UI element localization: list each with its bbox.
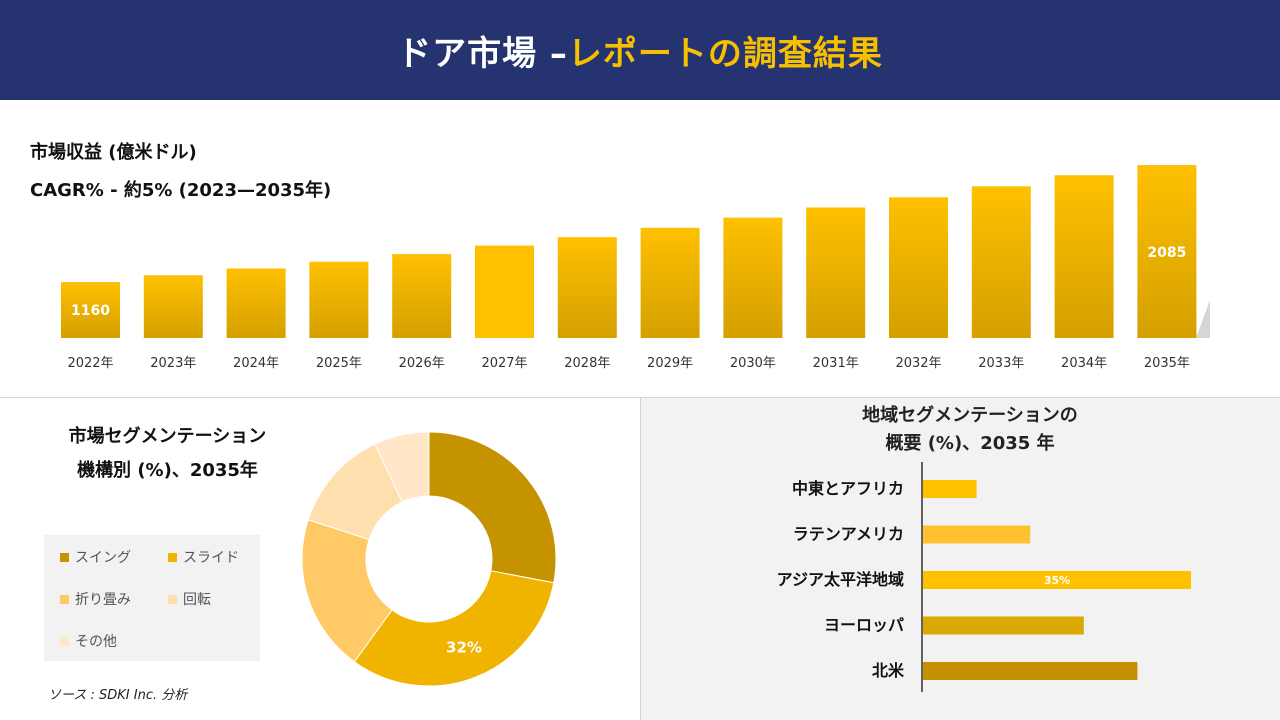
region-label: ヨーロッパ — [824, 616, 904, 635]
region-label: 北米 — [872, 661, 905, 680]
segment-title-line1: 市場セグメンテーション — [68, 426, 267, 447]
segment-title: 市場セグメンテーション 機構別 (%)、2035年 — [40, 420, 295, 488]
revenue-x-tick: 2033年 — [978, 356, 1024, 371]
segment-title-line2: 機構別 (%)、2035年 — [77, 460, 258, 481]
revenue-bar — [392, 254, 452, 338]
revenue-bar — [723, 217, 783, 338]
region-bar — [923, 616, 1084, 635]
revenue-bar — [1054, 175, 1114, 338]
revenue-cagr: CAGR% - 約5% (2023—2035年) — [30, 180, 332, 201]
legend-label: 折り畳み — [75, 592, 131, 608]
page-title-part1: ドア市場 – — [397, 33, 568, 74]
region-title: 地域セグメンテーションの 概要 (%)、2035 年 — [800, 402, 1140, 458]
region-title-line1: 地域セグメンテーションの — [862, 405, 1078, 426]
revenue-bar — [971, 186, 1031, 338]
legend-swatch — [60, 552, 69, 562]
legend-swatch — [168, 594, 177, 604]
revenue-bar-chart: 1160 2085 2022年 2023年 2024年 2025年 2026年 2027年 2… — [60, 165, 1210, 371]
donut-slice — [428, 431, 557, 584]
revenue-x-tick: 2031年 — [813, 356, 859, 371]
revenue-bar — [806, 207, 866, 338]
legend-swatch — [60, 636, 69, 646]
legend-label: スイング — [75, 550, 131, 566]
revenue-x-tick: 2023年 — [150, 356, 196, 371]
donut-slice — [374, 431, 430, 503]
revenue-x-tick: 2025年 — [316, 356, 362, 371]
revenue-x-tick: 2030年 — [730, 356, 776, 371]
donut-slice — [301, 519, 393, 663]
revenue-bar — [226, 268, 286, 338]
legend-swatch — [60, 594, 69, 604]
revenue-x-tick: 2035年 — [1144, 356, 1190, 371]
legend-item: 折り畳み — [60, 589, 131, 609]
region-label: アジア太平洋地域 — [777, 570, 904, 589]
revenue-bar — [889, 197, 948, 338]
legend-label: その他 — [75, 634, 117, 650]
donut-slice — [353, 570, 555, 687]
region-bar — [923, 571, 1191, 589]
region-bar — [923, 480, 977, 498]
revenue-x-tick: 2029年 — [647, 356, 693, 371]
legend-label: スライド — [183, 550, 239, 566]
revenue-bar — [475, 245, 534, 338]
revenue-x-tick: 2024年 — [233, 356, 279, 371]
revenue-x-tick: 2032年 — [895, 356, 941, 371]
region-data-label: 35% — [1044, 574, 1070, 587]
legend-item: スライド — [168, 547, 239, 567]
revenue-data-label: 1160 — [71, 303, 110, 319]
revenue-x-tick: 2026年 — [399, 356, 445, 371]
revenue-x-tick: 2028年 — [564, 356, 610, 371]
revenue-bar — [1137, 165, 1197, 338]
legend-item: 回転 — [168, 589, 211, 609]
region-label: ラテンアメリカ — [793, 525, 904, 544]
region-bar — [923, 662, 1138, 680]
region-bar — [923, 525, 1031, 544]
page-title-part2: レポートの調査結果 — [567, 33, 883, 74]
section-divider-horizontal — [0, 397, 1280, 398]
legend-label: 回転 — [183, 592, 211, 608]
revenue-title: 市場収益 (億米ドル) — [30, 142, 197, 163]
legend-item: スイング — [60, 547, 131, 567]
legend-item: その他 — [60, 631, 117, 651]
revenue-bar — [640, 227, 700, 338]
revenue-bar — [143, 275, 203, 338]
region-title-line2: 概要 (%)、2035 年 — [885, 433, 1055, 454]
legend-swatch — [168, 552, 177, 562]
revenue-bar — [557, 237, 617, 338]
revenue-data-label: 2085 — [1147, 245, 1186, 261]
donut-data-label: 32% — [446, 638, 482, 656]
header-banner: ドア市場 –レポートの調査結果 — [0, 0, 1280, 100]
region-label: 中東とアフリカ — [792, 479, 904, 498]
revenue-x-tick: 2022年 — [67, 356, 113, 371]
section-divider-vertical — [640, 398, 641, 720]
revenue-x-tick: 2027年 — [481, 356, 527, 371]
page-title: ドア市場 –レポートの調査結果 — [397, 26, 883, 75]
mechanism-donut-chart: 32% — [301, 431, 557, 687]
revenue-bar — [61, 282, 120, 338]
source-note: ソース : SDKI Inc. 分析 — [48, 688, 188, 703]
revenue-bar — [309, 261, 369, 338]
donut-legend: スイング スライド折り畳み 回転その他 — [44, 535, 260, 661]
revenue-x-tick: 2034年 — [1061, 356, 1107, 371]
